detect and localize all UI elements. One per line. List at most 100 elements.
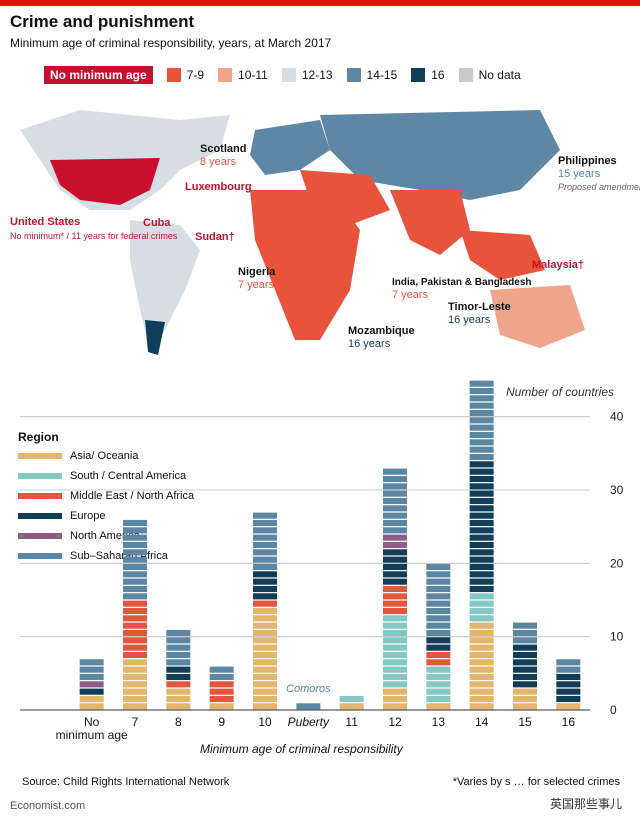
bar-unit xyxy=(123,622,147,629)
legend-no-minimum-label: No minimum age xyxy=(44,66,153,84)
y-tick-label: 0 xyxy=(610,703,617,717)
x-tick-label: 10 xyxy=(258,715,272,729)
region-swatch xyxy=(18,493,62,499)
bar-unit xyxy=(469,541,494,549)
bar-unit xyxy=(469,681,494,688)
bar-unit xyxy=(469,483,494,490)
map-label-philippines-value: 15 years xyxy=(558,168,601,180)
x-tick-label: 12 xyxy=(388,715,402,729)
bar-unit xyxy=(383,490,407,497)
bar-unit xyxy=(166,703,191,710)
legend-swatch xyxy=(458,68,473,82)
bar-unit xyxy=(123,593,147,600)
bar-unit xyxy=(513,644,537,651)
legend-label: 14-15 xyxy=(366,68,398,82)
bar-unit xyxy=(513,659,537,666)
europe-land xyxy=(250,120,330,175)
bar-unit xyxy=(123,703,147,710)
bar-unit xyxy=(253,549,277,556)
bar-unit xyxy=(426,607,451,615)
bar-unit xyxy=(123,534,147,541)
bar-unit xyxy=(123,681,147,688)
region-label: North America xyxy=(70,530,140,542)
bar-unit xyxy=(469,519,494,527)
bar-unit xyxy=(209,703,234,710)
bar-unit xyxy=(79,681,104,688)
bar-unit xyxy=(383,651,407,659)
bar-unit xyxy=(513,629,537,637)
x-tick-label: 11 xyxy=(345,715,358,729)
australia-land xyxy=(490,285,585,348)
russia-asia-land xyxy=(320,110,560,200)
bar-unit xyxy=(469,578,494,585)
legend-swatch xyxy=(346,68,361,82)
bar-unit xyxy=(426,644,451,651)
bar-unit xyxy=(383,688,407,695)
bar-unit xyxy=(469,446,494,453)
bar-unit xyxy=(469,402,494,409)
bar-unit xyxy=(383,607,407,615)
bar-unit xyxy=(383,483,407,490)
bar-unit xyxy=(469,622,494,629)
bar-unit xyxy=(469,651,494,659)
bar-unit xyxy=(123,600,147,607)
legend-label: 10-11 xyxy=(238,68,268,82)
bar-unit xyxy=(426,622,451,629)
bar-unit xyxy=(469,571,494,578)
bar-unit xyxy=(426,651,451,659)
bar-unit xyxy=(253,585,277,593)
bar-unit xyxy=(123,673,147,681)
map-label-philippines: Philippines xyxy=(558,155,617,167)
footnote: *Varies by s … for selected crimes xyxy=(452,776,620,788)
bar-unit xyxy=(469,607,494,615)
bar-unit xyxy=(426,666,451,673)
map-label-scotland: Scotland xyxy=(200,143,246,155)
bar-unit xyxy=(469,644,494,651)
bar-unit xyxy=(383,615,407,622)
region-label: South / Central America xyxy=(70,470,187,482)
bar-unit xyxy=(383,497,407,505)
bar-unit xyxy=(426,571,451,578)
bar-unit xyxy=(253,629,277,637)
region-swatch xyxy=(18,453,62,459)
bar-unit xyxy=(123,519,147,527)
watermark: 英国那些事儿 xyxy=(549,797,622,811)
bar-unit xyxy=(426,659,451,666)
middle-east-land xyxy=(300,170,390,225)
region-legend-item: North America xyxy=(18,530,194,542)
bar-unit xyxy=(383,666,407,673)
map-label-india: India, Pakistan & Bangladesh xyxy=(392,277,531,288)
bar-unit xyxy=(426,600,451,607)
bar-unit xyxy=(253,607,277,615)
bar-unit xyxy=(383,556,407,563)
bar-unit xyxy=(209,681,234,688)
legend-swatch xyxy=(411,68,426,82)
bar-unit xyxy=(253,622,277,629)
bar-unit xyxy=(383,703,407,710)
bar-unit xyxy=(383,681,407,688)
x-tick-label: 14 xyxy=(475,715,489,729)
region-label: Middle East / North Africa xyxy=(70,490,195,502)
bar-unit xyxy=(253,541,277,549)
map-label-mozambique: Mozambique xyxy=(348,325,415,337)
bar-unit xyxy=(123,556,147,563)
map-label-timor: Timor-Leste xyxy=(448,301,511,313)
bar-unit xyxy=(166,695,191,703)
bar-unit xyxy=(383,563,407,571)
bar-unit xyxy=(469,453,494,461)
map-label-india-value: 7 years xyxy=(392,289,429,301)
bar-unit xyxy=(513,666,537,673)
bar-unit xyxy=(253,578,277,585)
bar-unit xyxy=(426,629,451,637)
bar-unit xyxy=(79,688,104,695)
bar-unit xyxy=(469,585,494,593)
brand-text: Economist.com xyxy=(10,800,86,812)
legend-7-9: 7-9 xyxy=(166,68,204,82)
legend-swatch xyxy=(218,68,233,82)
south-america-land xyxy=(130,220,200,350)
bar-unit xyxy=(166,629,191,637)
legend-14-15: 14-15 xyxy=(346,68,398,82)
region-legend-item: Asia/ Oceania xyxy=(18,450,194,462)
bar-unit xyxy=(513,703,537,710)
y-tick-label: 20 xyxy=(610,556,624,570)
